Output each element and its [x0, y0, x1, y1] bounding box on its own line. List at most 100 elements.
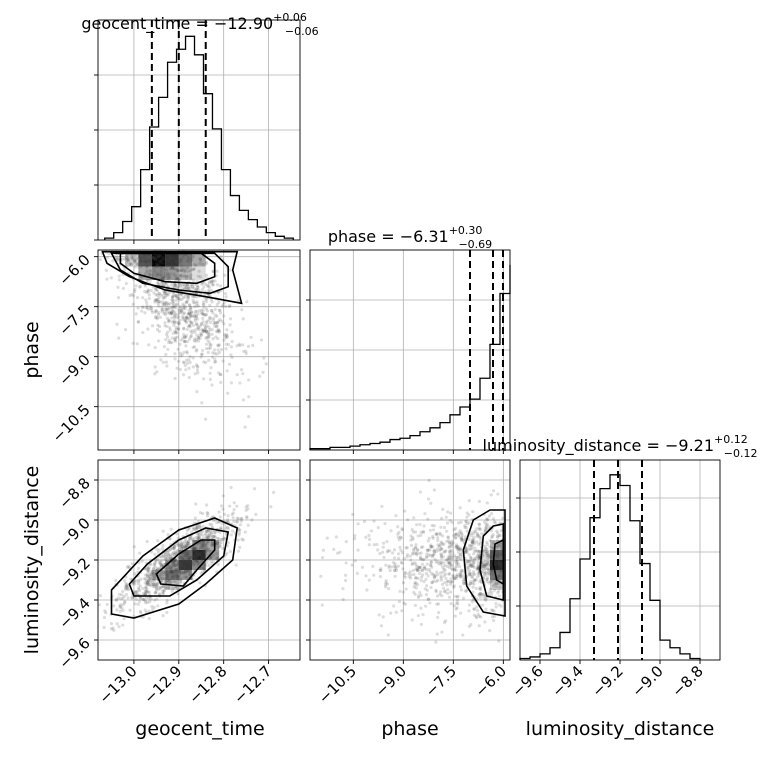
scatter-point: [180, 268, 184, 273]
scatter-point: [489, 568, 494, 572]
scatter-point: [191, 365, 195, 369]
scatter-point: [230, 330, 234, 334]
scatter-point: [124, 585, 129, 589]
scatter-point: [189, 277, 193, 281]
scatter-point: [166, 303, 171, 307]
scatter-point: [486, 517, 490, 521]
scatter-point: [422, 557, 426, 562]
scatter-point: [191, 286, 195, 290]
scatter-point: [431, 534, 435, 539]
scatter-point: [172, 560, 176, 564]
scatter-point: [212, 283, 216, 287]
scatter-point: [195, 559, 199, 563]
scatter-point: [152, 291, 156, 295]
scatter-point: [213, 313, 218, 317]
scatter-point: [177, 567, 181, 571]
scatter-point: [150, 570, 154, 574]
scatter-point: [244, 351, 248, 356]
scatter-point: [205, 546, 209, 550]
scatter-point: [204, 360, 208, 365]
scatter-point: [205, 530, 209, 534]
scatter-point: [401, 567, 405, 571]
scatter-point: [168, 311, 172, 315]
scatter-point: [176, 581, 180, 585]
scatter-point: [161, 276, 165, 280]
scatter-point: [458, 553, 462, 557]
scatter-point: [241, 372, 245, 376]
scatter-point: [477, 593, 481, 597]
scatter-point: [472, 582, 476, 586]
density-cell: [178, 550, 193, 560]
scatter-point: [455, 606, 459, 610]
scatter-point: [204, 552, 208, 556]
scatter-point: [468, 582, 472, 586]
scatter-point: [168, 537, 172, 541]
scatter-point: [436, 538, 440, 543]
scatter-point: [262, 356, 266, 360]
scatter-point: [488, 569, 492, 573]
scatter-point: [162, 296, 166, 300]
scatter-point: [117, 278, 121, 282]
scatter-point: [180, 562, 184, 566]
scatter-point: [474, 605, 479, 609]
scatter-point: [178, 277, 182, 281]
scatter-point: [418, 490, 423, 494]
scatter-point: [171, 573, 175, 578]
scatter-point: [496, 535, 500, 539]
scatter-point: [415, 583, 420, 587]
scatter-point: [476, 564, 480, 568]
scatter-point: [468, 547, 472, 551]
scatter-point: [419, 533, 423, 537]
scatter-point: [200, 348, 205, 353]
scatter-point: [172, 559, 176, 563]
scatter-point: [454, 576, 458, 581]
scatter-point: [470, 562, 474, 567]
scatter-point: [415, 569, 420, 573]
scatter-point: [439, 561, 443, 565]
scatter-point: [245, 300, 249, 304]
scatter-point: [182, 564, 186, 568]
scatter-point: [215, 520, 219, 525]
scatter-point: [470, 599, 474, 604]
scatter-point: [484, 563, 488, 567]
scatter-point: [179, 542, 183, 546]
scatter-point: [137, 580, 141, 584]
scatter-point: [179, 311, 183, 315]
scatter-point: [419, 565, 423, 570]
scatter-point: [496, 581, 500, 586]
scatter-point: [411, 536, 415, 540]
scatter-point: [185, 284, 189, 288]
scatter-point: [155, 583, 159, 587]
scatter-point: [186, 542, 190, 546]
scatter-point: [161, 584, 165, 589]
scatter-point: [224, 553, 228, 557]
phase-vs-geocent-contours: [101, 250, 243, 305]
scatter-point: [200, 553, 204, 557]
scatter-point: [222, 314, 226, 318]
scatter-point: [450, 542, 454, 546]
scatter-point: [484, 524, 489, 528]
scatter-point: [192, 286, 196, 290]
scatter-point: [435, 532, 439, 537]
scatter-point: [461, 538, 465, 542]
scatter-point: [454, 543, 459, 547]
scatter-point: [158, 300, 162, 304]
scatter-point: [188, 569, 193, 573]
scatter-point: [252, 487, 257, 491]
scatter-point: [201, 312, 206, 317]
scatter-point: [180, 315, 185, 319]
scatter-point: [210, 383, 214, 387]
scatter-point: [186, 316, 190, 321]
scatter-point: [181, 554, 185, 559]
scatter-point: [188, 556, 192, 560]
scatter-point: [497, 533, 501, 537]
scatter-point: [176, 569, 180, 574]
scatter-point: [497, 594, 501, 598]
scatter-point: [171, 562, 175, 566]
scatter-point: [191, 300, 196, 305]
scatter-point: [195, 348, 199, 352]
scatter-point: [453, 594, 458, 598]
scatter-point: [225, 525, 230, 530]
scatter-point: [496, 591, 500, 595]
scatter-point: [165, 557, 169, 561]
